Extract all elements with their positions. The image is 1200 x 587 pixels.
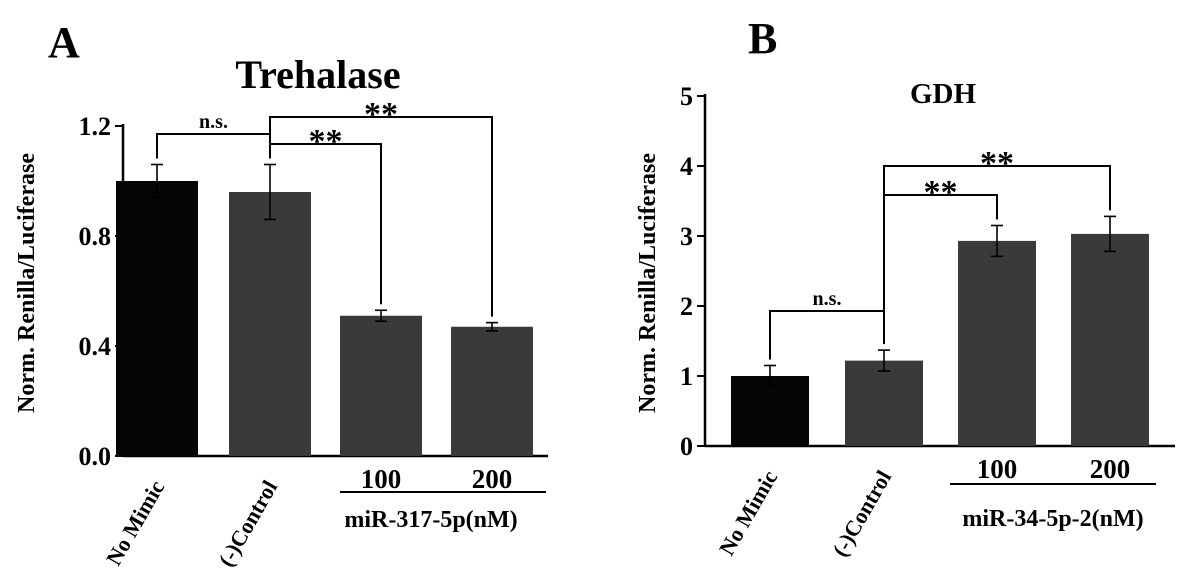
panel-a-plot: 0.0 0.4 0.8 1.2 No Mimic (-)Control 100 200 miR-… (79, 96, 548, 571)
significance-bracket (269, 116, 493, 317)
bar (845, 360, 923, 446)
y-tick-label: 2 (680, 292, 693, 321)
y-tick-label: 3 (680, 222, 693, 251)
group-label: miR-317-5p(nM) (344, 507, 517, 533)
bar (1071, 233, 1149, 446)
x-category-label: 200 (1090, 454, 1131, 484)
y-tick-label: 0 (680, 432, 693, 461)
significance-bracket (883, 165, 1111, 341)
y-tick-label: 5 (680, 82, 693, 111)
x-category-label: 200 (472, 464, 513, 494)
y-tick-label: 0.0 (79, 442, 112, 471)
panel-b-plot: 0 1 2 3 4 5 No Mimic (-)Control 100 200 miR-34-5p-… (680, 82, 1175, 561)
significance-bracket (156, 133, 271, 159)
significance-label: n.s. (199, 111, 228, 133)
bar (958, 240, 1036, 446)
bar (340, 315, 422, 456)
significance-label: n.s. (813, 288, 842, 310)
panel-a-title: Trehalase (235, 52, 400, 97)
panel-b-ylabel: Norm. Renilla/Luciferase (635, 153, 661, 413)
x-category-label: No Mimic (101, 476, 170, 570)
group-label: miR-34-5p-2(nM) (962, 506, 1143, 532)
x-category-label: 100 (361, 464, 402, 494)
x-category-label: No Mimic (714, 466, 783, 560)
significance-bracket (769, 310, 885, 360)
x-category-label: (-)Control (213, 476, 282, 571)
panel-a-ylabel: Norm. Renilla/Luciferase (14, 153, 40, 413)
panel-b-title: GDH (910, 78, 977, 110)
y-tick-label: 4 (680, 152, 693, 181)
x-category-label: 100 (977, 454, 1018, 484)
bar (451, 326, 533, 456)
significance-label: ** (309, 123, 343, 160)
y-tick-label: 0.8 (79, 222, 112, 251)
panel-a-label: A (48, 18, 80, 67)
x-category-label: (-)Control (827, 466, 896, 561)
bar (731, 376, 809, 446)
y-tick-label: 0.4 (79, 332, 112, 361)
significance-label: ** (924, 174, 958, 211)
bar (229, 192, 311, 456)
panel-b-label: B (748, 14, 777, 63)
significance-label: ** (364, 96, 398, 133)
y-tick-label: 1 (680, 362, 693, 391)
y-tick-label: 1.2 (79, 112, 112, 141)
bar (116, 181, 198, 456)
significance-label: ** (980, 145, 1014, 182)
